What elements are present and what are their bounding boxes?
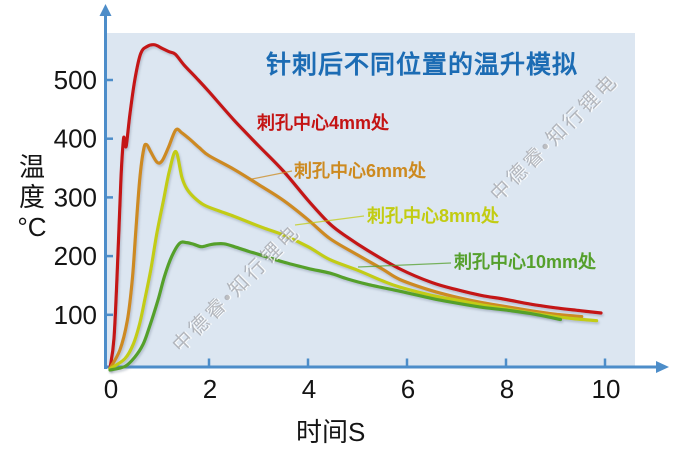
x-tick-label-2: 2: [203, 374, 217, 404]
series-label-8mm: 刺孔中心8mm处: [367, 205, 500, 226]
series-label-6mm: 刺孔中心6mm处: [294, 160, 427, 181]
series-leader-10mm: [357, 262, 452, 268]
series-label-4mm: 刺孔中心4mm处: [257, 112, 390, 133]
y-tick-label-100: 100: [54, 300, 97, 330]
x-axis-label: 时间S: [296, 417, 366, 447]
chart-title: 针刺后不同位置的温升模拟: [266, 51, 579, 79]
x-tick-label-8: 8: [500, 374, 514, 404]
series-line-10mm: [108, 240, 563, 372]
y-axis-label: 温 度 °C: [17, 152, 47, 242]
series-line-6mm: [108, 127, 584, 370]
series-line-4mm: [108, 43, 603, 370]
series-leader-6mm: [251, 170, 293, 180]
y-tick-label-400: 400: [54, 124, 97, 154]
series-leader-8mm: [294, 215, 365, 226]
y-tick-label-500: 500: [54, 65, 97, 95]
x-tick-label-6: 6: [401, 374, 415, 404]
x-tick-label-4: 4: [302, 374, 316, 404]
series-line-8mm: [108, 149, 599, 371]
x-axis-arrow: [656, 361, 669, 373]
y-axis-arrow: [99, 4, 112, 16]
x-tick-label-0: 0: [104, 374, 118, 404]
x-tick-label-10: 10: [592, 374, 621, 404]
series-label-10mm: 刺孔中心10mm处: [454, 251, 597, 272]
y-tick-label-200: 200: [54, 241, 97, 271]
y-tick-label-300: 300: [54, 182, 97, 212]
